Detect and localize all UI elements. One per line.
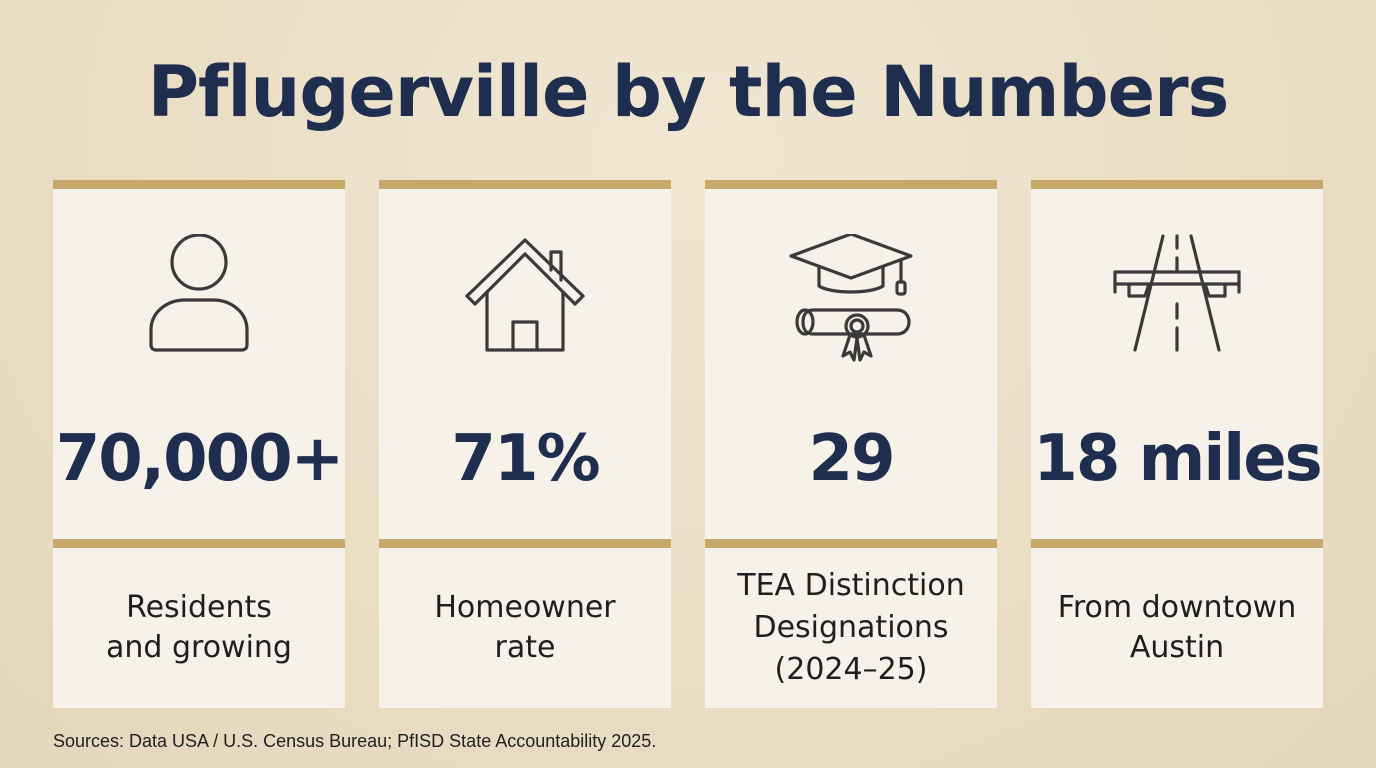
graduation-cap-diploma-icon: [781, 234, 921, 374]
stat-value: 18 miles: [1033, 422, 1322, 496]
stat-card-residents: 70,000+ Residents and growing: [53, 180, 345, 708]
stat-card-upper: 70,000+: [53, 189, 345, 539]
stat-card-tea-distinctions: 29 TEA Distinction Designations (2024–25…: [705, 180, 997, 708]
person-icon: [129, 234, 269, 374]
accent-bar: [705, 539, 997, 548]
accent-bar: [53, 180, 345, 189]
stat-card-homeowner: 71% Homeowner rate: [379, 180, 671, 708]
stat-card-upper: 18 miles: [1031, 189, 1323, 539]
stat-label: Residents and growing: [106, 590, 292, 665]
stat-card-lower: From downtown Austin: [1031, 548, 1323, 708]
stat-value: 70,000+: [55, 422, 345, 496]
stat-card-distance-austin: 18 miles From downtown Austin: [1031, 180, 1323, 708]
stat-card-lower: Homeowner rate: [379, 548, 671, 708]
stat-card-lower: Residents and growing: [53, 548, 345, 708]
accent-bar: [1031, 539, 1323, 548]
stat-value: 29: [808, 422, 895, 496]
stat-label: Homeowner rate: [434, 590, 616, 665]
sources-footnote: Sources: Data USA / U.S. Census Bureau; …: [53, 731, 657, 751]
accent-bar: [53, 539, 345, 548]
stat-card-lower: TEA Distinction Designations (2024–25): [705, 548, 997, 708]
stat-value: 71%: [451, 422, 600, 496]
stat-card-upper: 71%: [379, 189, 671, 539]
accent-bar: [1031, 180, 1323, 189]
stat-label: TEA Distinction Designations (2024–25): [737, 568, 965, 687]
stat-card-upper: 29: [705, 189, 997, 539]
accent-bar: [379, 180, 671, 189]
accent-bar: [379, 539, 671, 548]
highway-road-icon: [1107, 234, 1247, 374]
page-title: Pflugerville by the Numbers: [147, 51, 1230, 133]
stat-label: From downtown Austin: [1057, 590, 1297, 665]
house-icon: [455, 234, 595, 374]
accent-bar: [705, 180, 997, 189]
